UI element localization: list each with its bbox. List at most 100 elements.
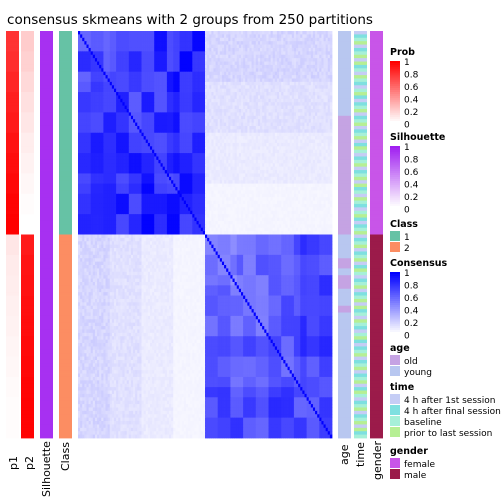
consensus-cell: [266, 122, 269, 127]
consensus-cell: [310, 88, 314, 93]
consensus-cell: [329, 68, 333, 73]
consensus-cell: [196, 115, 200, 120]
consensus-cell: [296, 125, 299, 130]
consensus-cell: [149, 88, 153, 93]
consensus-cell: [308, 75, 312, 79]
consensus-cell: [272, 85, 276, 90]
p1-cell: [6, 285, 19, 290]
consensus-cell: [296, 37, 299, 42]
consensus-cell: [274, 112, 278, 117]
consensus-cell: [296, 47, 299, 52]
p1-cell: [6, 265, 19, 269]
consensus-cell: [234, 88, 238, 93]
class-cell: [59, 343, 72, 347]
consensus-cell: [207, 98, 210, 103]
consensus-cell: [260, 109, 263, 113]
consensus-cell: [175, 51, 178, 56]
consensus-cell: [236, 88, 240, 93]
consensus-cell: [126, 41, 130, 45]
consensus-cell: [78, 112, 81, 117]
silhouette-cell: [40, 295, 53, 300]
consensus-cell: [171, 119, 174, 123]
consensus-cell: [105, 34, 109, 39]
consensus-cell: [156, 102, 159, 107]
consensus-cell: [80, 37, 83, 42]
consensus-cell: [173, 78, 176, 83]
consensus-cell: [312, 47, 316, 52]
consensus-cell: [122, 115, 125, 120]
consensus-cell: [289, 85, 293, 90]
consensus-cell: [249, 64, 252, 69]
consensus-cell: [329, 112, 333, 117]
consensus-cell: [312, 68, 316, 73]
consensus-cell: [257, 102, 261, 107]
consensus-cell: [260, 98, 263, 103]
consensus-cell: [101, 37, 104, 42]
consensus-cell: [317, 85, 320, 90]
consensus-cell: [213, 115, 216, 120]
consensus-cell: [198, 125, 202, 130]
consensus-cell: [293, 47, 297, 52]
consensus-cell: [302, 71, 305, 76]
consensus-cell: [298, 31, 301, 35]
consensus-cell: [169, 75, 172, 79]
consensus-cell: [289, 119, 293, 123]
consensus-cell: [209, 105, 212, 110]
consensus-cell: [154, 129, 157, 134]
consensus-cell: [296, 34, 299, 39]
class-cell: [59, 105, 72, 110]
consensus-cell: [274, 78, 278, 83]
p1-cell: [6, 427, 19, 432]
silhouette-cell: [40, 265, 53, 269]
consensus-cell: [253, 41, 257, 45]
consensus-cell: [88, 37, 92, 42]
consensus-cell: [251, 71, 255, 76]
consensus-cell: [143, 81, 147, 86]
consensus-cell: [194, 102, 197, 107]
consensus-cell: [319, 58, 322, 62]
consensus-cell: [289, 47, 293, 52]
consensus-cell: [113, 41, 117, 45]
consensus-cell: [152, 88, 155, 93]
consensus-cell: [190, 44, 193, 49]
consensus-cell: [152, 61, 155, 66]
consensus-cell: [135, 64, 138, 69]
consensus-cell: [219, 37, 223, 42]
silhouette-cell: [40, 332, 53, 337]
consensus-cell: [266, 85, 269, 90]
consensus-cell: [185, 58, 189, 62]
consensus-cell: [78, 54, 81, 59]
class-cell: [59, 119, 72, 123]
consensus-cell: [190, 109, 193, 113]
p2-cell: [21, 261, 34, 266]
consensus-cell: [251, 102, 255, 107]
consensus-cell: [296, 61, 299, 66]
p2-cell: [21, 275, 34, 279]
consensus-cell: [321, 61, 324, 66]
consensus-cell: [247, 37, 250, 42]
consensus-cell: [135, 115, 138, 120]
consensus-cell: [103, 51, 106, 56]
consensus-cell: [109, 47, 113, 52]
consensus-cell: [236, 85, 240, 90]
consensus-cell: [109, 61, 113, 66]
consensus-cell: [300, 129, 303, 134]
consensus-cell: [143, 105, 147, 110]
silhouette-cell: [40, 319, 53, 324]
consensus-cell: [130, 95, 134, 100]
consensus-cell: [179, 129, 183, 134]
consensus-cell: [228, 61, 231, 66]
consensus-cell: [137, 64, 140, 69]
consensus-cell: [319, 78, 322, 83]
consensus-cell: [124, 88, 128, 93]
p1-cell: [6, 366, 19, 371]
consensus-cell: [164, 51, 168, 56]
consensus-cell: [211, 75, 214, 79]
consensus-cell: [181, 37, 185, 42]
consensus-cell: [185, 51, 189, 56]
consensus-cell: [126, 47, 130, 52]
consensus-cell: [215, 115, 219, 120]
consensus-cell: [293, 105, 297, 110]
consensus-cell: [207, 47, 210, 52]
class-cell: [59, 380, 72, 385]
